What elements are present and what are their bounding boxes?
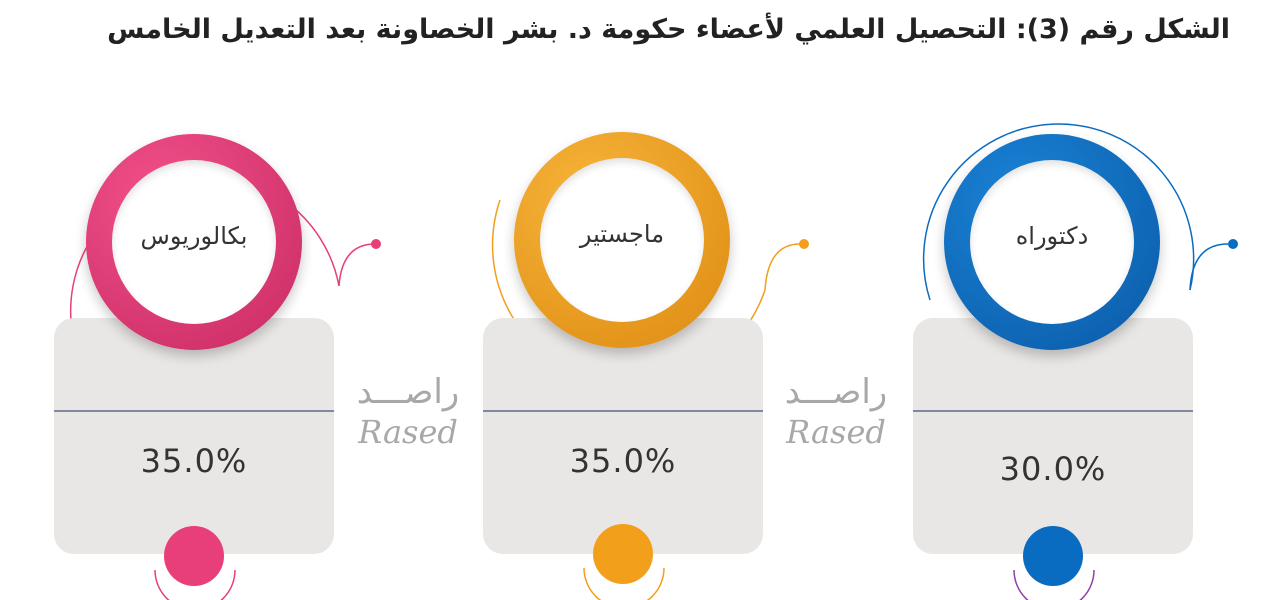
pink-dot [164,526,224,586]
value-label-master: 35.0% [569,442,677,480]
rased-watermark: راصـــد Rased [338,372,478,452]
chart-title: الشكل رقم (3): التحصيل العلمي لأعضاء حكو… [107,14,1230,45]
ring-master: ماجستير [514,132,730,348]
card-divider [54,410,334,412]
value-label-doctorate: 30.0% [999,450,1107,488]
value-label-bachelor: 35.0% [140,442,248,480]
blue-dot [1023,526,1083,586]
pink-connector-dot [371,239,381,249]
rased-watermark: راصـــد Rased [766,372,906,452]
watermark-arabic: راصـــد [784,372,888,412]
blue-connector-line [1189,243,1229,291]
ring-bachelor: بكالوريوس [86,134,302,350]
orange-connector-line [764,243,801,291]
category-label-master: ماجستير [579,220,665,248]
category-card-master: 35.0% [483,318,763,584]
ring-inner: ماجستير [540,158,704,322]
ring-inner: بكالوريوس [112,160,276,324]
category-label-doctorate: دكتوراه [1015,222,1089,250]
blue-connector-dot [1228,239,1238,249]
category-card-doctorate: 30.0% [913,318,1193,586]
ring-inner: دكتوراه [970,160,1134,324]
category-card-bachelor: 35.0% [54,318,334,586]
ring-doctorate: دكتوراه [944,134,1160,350]
watermark-arabic: راصـــد [356,372,460,412]
card-divider [483,410,763,412]
category-label-bachelor: بكالوريوس [140,222,248,250]
pink-connector-line [338,243,376,287]
orange-dot [593,524,653,584]
watermark-english: Rased [358,413,458,451]
orange-connector-dot [799,239,809,249]
watermark-english: Rased [786,413,886,451]
card-divider [913,410,1193,412]
